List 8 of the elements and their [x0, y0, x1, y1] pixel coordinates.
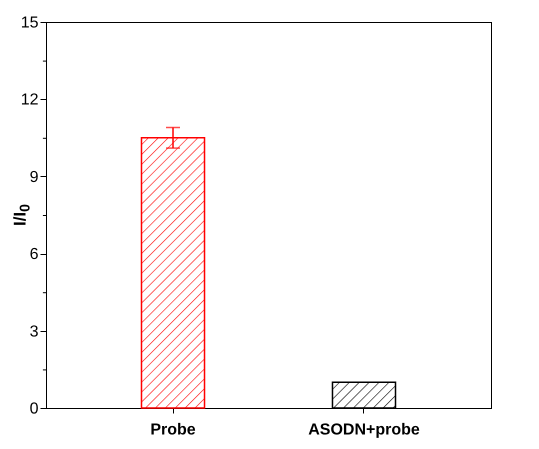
y-tick-label: 0 — [30, 400, 39, 418]
y-tick-label: 9 — [30, 168, 39, 186]
y-tick-label: 12 — [20, 92, 39, 109]
y-tick-label: 3 — [30, 323, 39, 340]
y-tick-label: 6 — [30, 246, 39, 264]
x-tick-label: Probe — [150, 422, 196, 438]
y-tick-label: 15 — [20, 14, 39, 32]
x-tick-label: ASODN+probe — [308, 422, 420, 438]
